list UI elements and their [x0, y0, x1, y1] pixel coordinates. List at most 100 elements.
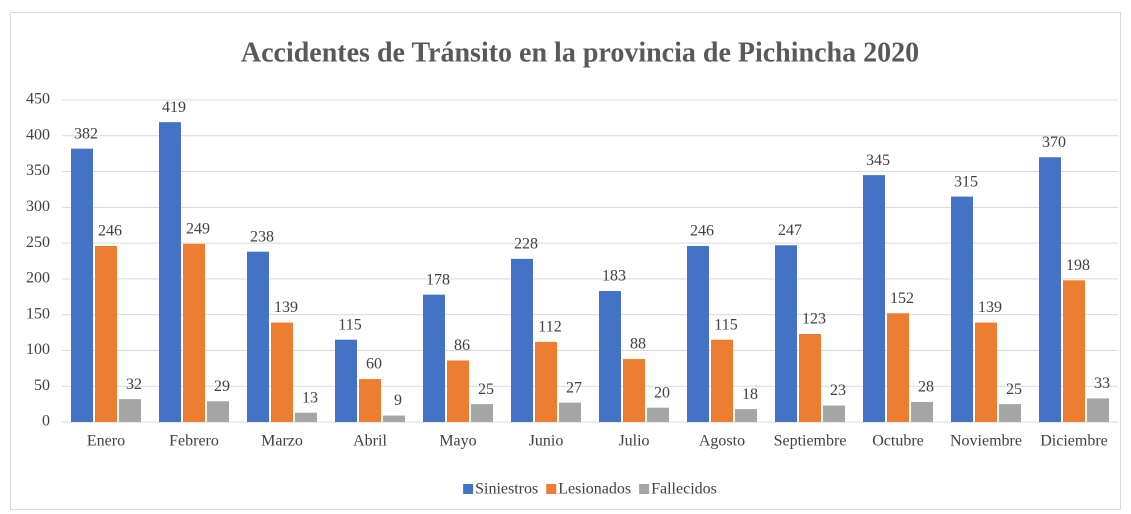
legend-swatch [546, 484, 557, 494]
bar [119, 399, 141, 422]
bar [559, 402, 581, 422]
data-label: 25 [1006, 381, 1022, 398]
bar [887, 313, 909, 422]
x-tick-label: Octubre [872, 433, 924, 450]
bar [1039, 157, 1061, 422]
bar [359, 379, 381, 422]
bar [447, 360, 469, 422]
y-tick-label: 200 [26, 270, 50, 287]
x-tick-label: Marzo [261, 433, 303, 450]
data-label: 25 [478, 381, 494, 398]
bar [295, 412, 317, 422]
data-label: 86 [454, 337, 470, 354]
data-label: 247 [778, 222, 802, 239]
data-label: 88 [630, 336, 646, 353]
data-label: 345 [866, 152, 890, 169]
data-label: 382 [74, 125, 98, 142]
bar [863, 175, 885, 422]
y-tick-label: 100 [26, 341, 50, 358]
y-tick-label: 350 [26, 162, 50, 179]
bar [159, 122, 181, 422]
bar [423, 294, 445, 422]
data-label: 27 [566, 379, 582, 396]
data-label: 123 [802, 311, 826, 328]
bar [71, 148, 93, 422]
legend-swatch [639, 484, 650, 494]
legend-label: Fallecidos [651, 481, 717, 498]
y-tick-label: 50 [34, 377, 50, 394]
data-label: 370 [1042, 134, 1066, 151]
data-label: 115 [714, 316, 737, 333]
bar [735, 409, 757, 422]
data-label: 246 [690, 223, 714, 240]
x-tick-label: Septiembre [774, 433, 847, 450]
bar [183, 243, 205, 422]
data-label: 178 [426, 271, 450, 288]
data-label: 115 [338, 316, 361, 333]
data-label: 29 [214, 378, 230, 395]
x-tick-label: Mayo [439, 433, 476, 450]
data-label: 33 [1094, 375, 1110, 392]
x-tick-label: Julio [618, 433, 649, 450]
data-label: 139 [978, 299, 1002, 316]
data-label: 9 [394, 392, 402, 409]
bar [951, 196, 973, 422]
legend-label: Siniestros [475, 481, 538, 498]
bar [335, 339, 357, 422]
bar [711, 339, 733, 422]
bar [95, 245, 117, 422]
y-tick-label: 250 [26, 234, 50, 251]
bar [975, 322, 997, 422]
legend-swatch [463, 484, 474, 494]
data-label: 32 [126, 376, 142, 393]
bar [775, 245, 797, 422]
bar [599, 291, 621, 422]
data-label: 139 [274, 299, 298, 316]
y-tick-label: 150 [26, 305, 50, 322]
bar [823, 405, 845, 422]
data-label: 18 [742, 386, 758, 403]
bar [471, 404, 493, 422]
y-tick-label: 300 [26, 198, 50, 215]
bar [511, 258, 533, 422]
bar [911, 401, 933, 422]
x-tick-label: Enero [87, 433, 125, 450]
bar [799, 333, 821, 422]
bar [687, 245, 709, 422]
data-label: 246 [98, 223, 122, 240]
bar [535, 341, 557, 422]
bar [999, 404, 1021, 422]
chart-title: Accidentes de Tránsito en la provincia d… [241, 37, 919, 68]
y-tick-label: 400 [26, 126, 50, 143]
data-label: 249 [186, 220, 210, 237]
x-tick-label: Febrero [169, 433, 219, 450]
x-tick-label: Abril [353, 433, 387, 450]
data-label: 228 [514, 236, 538, 253]
legend-label: Lesionados [558, 481, 631, 498]
bar [271, 322, 293, 422]
data-label: 20 [654, 384, 670, 401]
data-label: 419 [162, 99, 186, 116]
bar [247, 251, 269, 422]
data-label: 152 [890, 290, 914, 307]
data-label: 238 [250, 228, 274, 245]
data-label: 23 [830, 382, 846, 399]
data-label: 112 [538, 319, 561, 336]
y-tick-label: 450 [26, 91, 50, 108]
x-tick-label: Diciembre [1040, 433, 1108, 450]
bar [1063, 280, 1085, 422]
bar [383, 415, 405, 422]
data-label: 315 [954, 173, 978, 190]
data-label: 183 [602, 268, 626, 285]
bar [623, 359, 645, 422]
x-tick-label: Agosto [699, 433, 745, 450]
data-label: 60 [366, 356, 382, 373]
data-label: 28 [918, 379, 934, 396]
data-label: 198 [1066, 257, 1090, 274]
x-tick-label: Junio [529, 433, 564, 450]
bar [647, 407, 669, 422]
bar [1087, 398, 1109, 422]
bar [207, 401, 229, 422]
data-label: 13 [302, 389, 318, 406]
